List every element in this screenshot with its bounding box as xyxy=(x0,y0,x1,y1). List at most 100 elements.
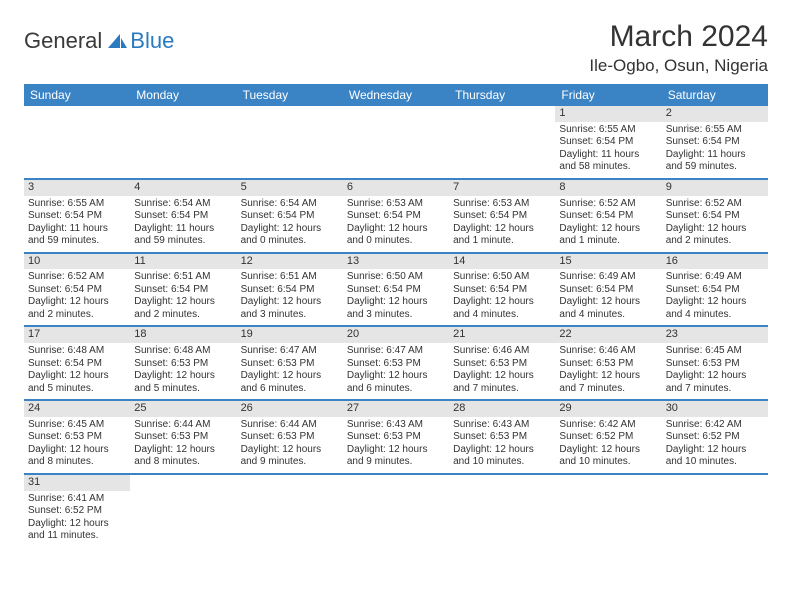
sunrise-text: Sunrise: 6:41 AM xyxy=(28,493,126,506)
daylight-text: Daylight: 12 hours and 2 minutes. xyxy=(28,296,126,321)
day-number: 28 xyxy=(449,401,555,417)
day-number: 17 xyxy=(24,327,130,343)
daylight-text: Daylight: 12 hours and 1 minute. xyxy=(453,223,551,248)
day-number: 10 xyxy=(24,254,130,270)
sunrise-text: Sunrise: 6:54 AM xyxy=(241,198,339,211)
sunset-text: Sunset: 6:54 PM xyxy=(134,210,232,223)
calendar-day-cell: 28Sunrise: 6:43 AMSunset: 6:53 PMDayligh… xyxy=(449,400,555,474)
sunrise-text: Sunrise: 6:44 AM xyxy=(241,419,339,432)
day-number: 5 xyxy=(237,180,343,196)
calendar-day-cell xyxy=(343,106,449,179)
brand-logo: General Blue xyxy=(24,28,174,54)
calendar-week-row: 3Sunrise: 6:55 AMSunset: 6:54 PMDaylight… xyxy=(24,179,768,253)
sunset-text: Sunset: 6:53 PM xyxy=(241,431,339,444)
daylight-text: Daylight: 12 hours and 0 minutes. xyxy=(347,223,445,248)
sunset-text: Sunset: 6:54 PM xyxy=(666,284,764,297)
calendar-day-cell xyxy=(449,474,555,547)
sunrise-text: Sunrise: 6:45 AM xyxy=(666,345,764,358)
calendar-day-cell: 17Sunrise: 6:48 AMSunset: 6:54 PMDayligh… xyxy=(24,326,130,400)
sunrise-text: Sunrise: 6:53 AM xyxy=(347,198,445,211)
calendar-day-cell: 25Sunrise: 6:44 AMSunset: 6:53 PMDayligh… xyxy=(130,400,236,474)
sunrise-text: Sunrise: 6:43 AM xyxy=(347,419,445,432)
calendar-day-cell: 7Sunrise: 6:53 AMSunset: 6:54 PMDaylight… xyxy=(449,179,555,253)
calendar-week-row: 24Sunrise: 6:45 AMSunset: 6:53 PMDayligh… xyxy=(24,400,768,474)
sunset-text: Sunset: 6:54 PM xyxy=(453,284,551,297)
sunset-text: Sunset: 6:54 PM xyxy=(241,210,339,223)
sunset-text: Sunset: 6:54 PM xyxy=(134,284,232,297)
day-number: 20 xyxy=(343,327,449,343)
sail-icon xyxy=(106,32,128,50)
sunset-text: Sunset: 6:53 PM xyxy=(453,431,551,444)
sunset-text: Sunset: 6:54 PM xyxy=(666,210,764,223)
daylight-text: Daylight: 12 hours and 4 minutes. xyxy=(453,296,551,321)
day-number: 1 xyxy=(555,106,661,122)
daylight-text: Daylight: 11 hours and 59 minutes. xyxy=(28,223,126,248)
sunset-text: Sunset: 6:53 PM xyxy=(134,358,232,371)
calendar-day-cell: 8Sunrise: 6:52 AMSunset: 6:54 PMDaylight… xyxy=(555,179,661,253)
sunset-text: Sunset: 6:52 PM xyxy=(559,431,657,444)
sunset-text: Sunset: 6:54 PM xyxy=(241,284,339,297)
daylight-text: Daylight: 12 hours and 3 minutes. xyxy=(241,296,339,321)
sunrise-text: Sunrise: 6:52 AM xyxy=(559,198,657,211)
sunrise-text: Sunrise: 6:54 AM xyxy=(134,198,232,211)
daylight-text: Daylight: 12 hours and 2 minutes. xyxy=(134,296,232,321)
sunset-text: Sunset: 6:53 PM xyxy=(559,358,657,371)
calendar-day-cell xyxy=(130,474,236,547)
sunrise-text: Sunrise: 6:47 AM xyxy=(241,345,339,358)
calendar-day-cell: 15Sunrise: 6:49 AMSunset: 6:54 PMDayligh… xyxy=(555,253,661,327)
sunrise-text: Sunrise: 6:50 AM xyxy=(453,271,551,284)
daylight-text: Daylight: 12 hours and 10 minutes. xyxy=(453,444,551,469)
calendar-day-cell: 5Sunrise: 6:54 AMSunset: 6:54 PMDaylight… xyxy=(237,179,343,253)
sunset-text: Sunset: 6:54 PM xyxy=(453,210,551,223)
day-number: 23 xyxy=(662,327,768,343)
sunrise-text: Sunrise: 6:48 AM xyxy=(28,345,126,358)
sunset-text: Sunset: 6:52 PM xyxy=(666,431,764,444)
daylight-text: Daylight: 12 hours and 4 minutes. xyxy=(666,296,764,321)
sunset-text: Sunset: 6:53 PM xyxy=(134,431,232,444)
daylight-text: Daylight: 12 hours and 6 minutes. xyxy=(347,370,445,395)
sunrise-text: Sunrise: 6:42 AM xyxy=(559,419,657,432)
day-number: 31 xyxy=(24,475,130,491)
sunset-text: Sunset: 6:54 PM xyxy=(559,210,657,223)
sunrise-text: Sunrise: 6:51 AM xyxy=(241,271,339,284)
brand-part1: General xyxy=(24,28,102,54)
daylight-text: Daylight: 12 hours and 2 minutes. xyxy=(666,223,764,248)
title-block: March 2024 Ile-Ogbo, Osun, Nigeria xyxy=(589,20,768,76)
day-number: 3 xyxy=(24,180,130,196)
day-number: 9 xyxy=(662,180,768,196)
sunset-text: Sunset: 6:54 PM xyxy=(666,136,764,149)
weekday-header: Monday xyxy=(130,84,236,106)
daylight-text: Daylight: 12 hours and 3 minutes. xyxy=(347,296,445,321)
daylight-text: Daylight: 12 hours and 8 minutes. xyxy=(28,444,126,469)
day-number: 8 xyxy=(555,180,661,196)
daylight-text: Daylight: 12 hours and 9 minutes. xyxy=(241,444,339,469)
calendar-day-cell: 4Sunrise: 6:54 AMSunset: 6:54 PMDaylight… xyxy=(130,179,236,253)
sunrise-text: Sunrise: 6:44 AM xyxy=(134,419,232,432)
day-number: 13 xyxy=(343,254,449,270)
calendar-day-cell: 27Sunrise: 6:43 AMSunset: 6:53 PMDayligh… xyxy=(343,400,449,474)
calendar-day-cell xyxy=(449,106,555,179)
calendar-week-row: 17Sunrise: 6:48 AMSunset: 6:54 PMDayligh… xyxy=(24,326,768,400)
calendar-day-cell: 12Sunrise: 6:51 AMSunset: 6:54 PMDayligh… xyxy=(237,253,343,327)
sunset-text: Sunset: 6:54 PM xyxy=(347,210,445,223)
sunrise-text: Sunrise: 6:48 AM xyxy=(134,345,232,358)
brand-part2: Blue xyxy=(130,28,174,54)
calendar-day-cell: 13Sunrise: 6:50 AMSunset: 6:54 PMDayligh… xyxy=(343,253,449,327)
sunrise-text: Sunrise: 6:49 AM xyxy=(666,271,764,284)
calendar-day-cell: 30Sunrise: 6:42 AMSunset: 6:52 PMDayligh… xyxy=(662,400,768,474)
sunrise-text: Sunrise: 6:53 AM xyxy=(453,198,551,211)
calendar-day-cell: 6Sunrise: 6:53 AMSunset: 6:54 PMDaylight… xyxy=(343,179,449,253)
calendar-day-cell: 21Sunrise: 6:46 AMSunset: 6:53 PMDayligh… xyxy=(449,326,555,400)
sunrise-text: Sunrise: 6:55 AM xyxy=(559,124,657,137)
weekday-header: Tuesday xyxy=(237,84,343,106)
calendar-week-row: 1Sunrise: 6:55 AMSunset: 6:54 PMDaylight… xyxy=(24,106,768,179)
sunset-text: Sunset: 6:54 PM xyxy=(559,136,657,149)
day-number: 29 xyxy=(555,401,661,417)
sunrise-text: Sunrise: 6:49 AM xyxy=(559,271,657,284)
calendar-day-cell: 14Sunrise: 6:50 AMSunset: 6:54 PMDayligh… xyxy=(449,253,555,327)
weekday-header: Friday xyxy=(555,84,661,106)
day-number: 27 xyxy=(343,401,449,417)
calendar-day-cell: 3Sunrise: 6:55 AMSunset: 6:54 PMDaylight… xyxy=(24,179,130,253)
sunset-text: Sunset: 6:53 PM xyxy=(241,358,339,371)
sunset-text: Sunset: 6:54 PM xyxy=(28,358,126,371)
